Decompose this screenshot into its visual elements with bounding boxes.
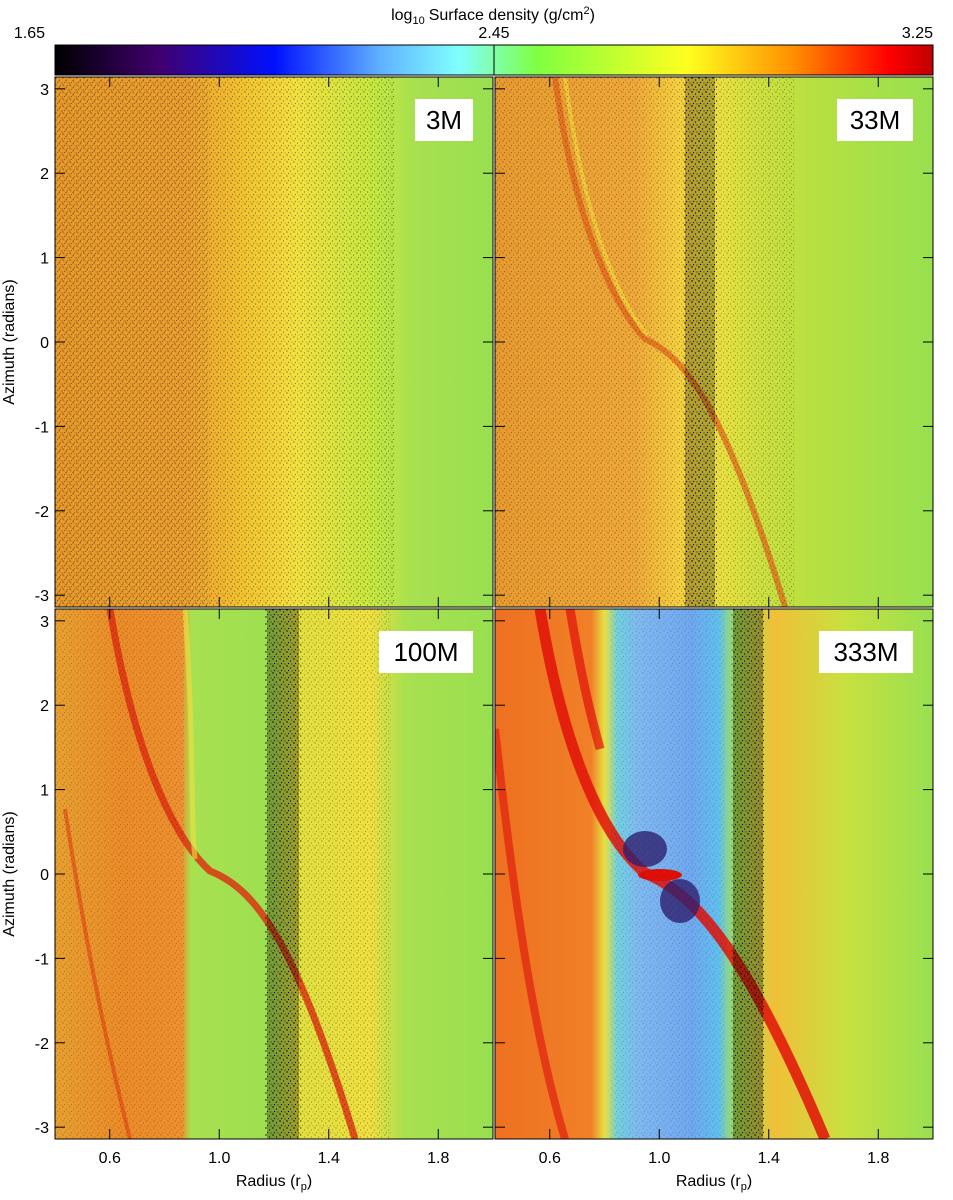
panel-image [55, 609, 493, 1139]
title-sub: 10 [412, 15, 424, 27]
y-tick-label: -2 [35, 504, 49, 521]
panel-label: 33M [850, 105, 901, 135]
y-tick-label: -3 [35, 1120, 49, 1137]
title-part: ) [590, 7, 595, 24]
y-tick-label: -1 [35, 951, 49, 968]
x-title-sub: p [741, 1181, 747, 1193]
panel-label-box [837, 99, 913, 141]
panel-label-box [415, 99, 473, 141]
x-tick-label: 1.0 [648, 1150, 670, 1167]
y-tick-label: 2 [40, 166, 49, 183]
x-tick-label: 0.6 [539, 1150, 561, 1167]
y-tick-label: 0 [40, 867, 49, 884]
y-tick-label: 0 [40, 335, 49, 352]
panel-label: 3M [426, 105, 462, 135]
x-tick-label: 1.8 [867, 1150, 889, 1167]
y-tick-label: 2 [40, 698, 49, 715]
title-sup: 2 [583, 5, 589, 17]
x-title-part: ) [747, 1173, 752, 1190]
y-axis-title: Azimuth (radians) [1, 811, 18, 936]
x-title-part: ) [307, 1173, 312, 1190]
y-tick-label: -1 [35, 419, 49, 436]
x-axis-title: Radius (rp) [676, 1173, 752, 1193]
x-tick-label: 1.8 [427, 1150, 449, 1167]
panel-label: 333M [833, 637, 898, 667]
colorbar-title: log10 Surface density (g/cm2) [391, 5, 595, 27]
panel-image [495, 609, 933, 1139]
panel-image [495, 77, 933, 607]
colorbar-tick-label: 2.45 [478, 25, 509, 42]
y-tick-label: -2 [35, 1036, 49, 1053]
panel-label-box [379, 631, 473, 673]
panel-label-box [819, 631, 913, 673]
colorbar-tick-label: 3.25 [902, 25, 933, 42]
x-title-sub: p [301, 1181, 307, 1193]
x-tick-label: 1.4 [318, 1150, 340, 1167]
x-tick-label: 1.0 [208, 1150, 230, 1167]
x-tick-label: 1.4 [758, 1150, 780, 1167]
panel-image [55, 77, 493, 607]
x-title-part: Radius (r [236, 1173, 302, 1190]
y-tick-label: 1 [40, 783, 49, 800]
y-tick-label: -3 [35, 588, 49, 605]
panel-label: 100M [393, 637, 458, 667]
y-axis-title: Azimuth (radians) [1, 279, 18, 404]
y-tick-label: 1 [40, 251, 49, 268]
colorbar-tick-label: 1.65 [14, 25, 45, 42]
y-tick-label: 3 [40, 82, 49, 99]
title-part: Surface density (g/cm [429, 7, 584, 24]
x-axis-title: Radius (rp) [236, 1173, 312, 1193]
y-tick-label: 3 [40, 614, 49, 631]
title-part: log [391, 7, 412, 24]
x-title-part: Radius (r [676, 1173, 742, 1190]
x-tick-label: 0.6 [99, 1150, 121, 1167]
